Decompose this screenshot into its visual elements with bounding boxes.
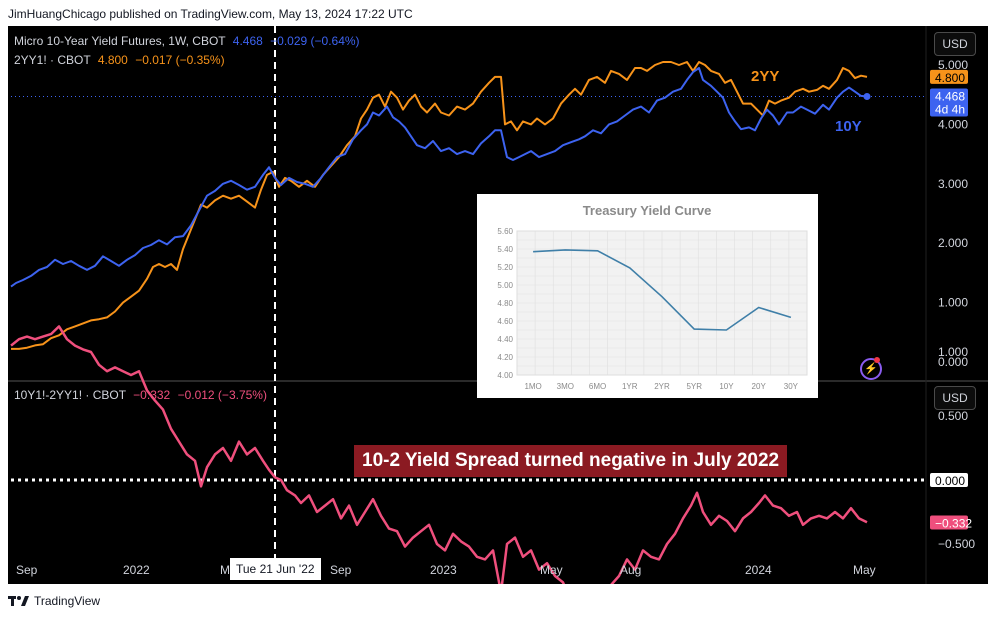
y-tick-label: −0.500 bbox=[938, 537, 975, 551]
inset-x-tick: 1YR bbox=[622, 382, 638, 391]
footer[interactable]: TradingView bbox=[8, 594, 100, 608]
inset-y-tick: 5.00 bbox=[497, 281, 513, 290]
chart-frame[interactable]: 2YY 10Y 5.000 4.000 3.000 2.000 1.000 0.000 1.0… bbox=[8, 26, 988, 584]
inset-y-tick: 4.60 bbox=[497, 317, 513, 326]
legend-spread-change: −0.012 (−3.75%) bbox=[177, 388, 267, 402]
spread-price-label-bg bbox=[930, 515, 968, 530]
inset-chart: Treasury Yield Curve 5.60 5.40 5.20 5.00 4.80… bbox=[497, 203, 808, 391]
currency-button-spread[interactable]: USD bbox=[934, 386, 976, 410]
x-tick-label: M bbox=[220, 563, 230, 577]
x-tick-label: May bbox=[853, 563, 876, 577]
currency-button-main[interactable]: USD bbox=[934, 32, 976, 56]
x-tick-label: 2024 bbox=[745, 563, 772, 577]
inset-y-tick: 4.80 bbox=[497, 299, 513, 308]
legend-spread: 10Y1!-2YY1! · CBOT −0.332 −0.012 (−3.75%… bbox=[14, 388, 267, 402]
yield-curve-line bbox=[533, 249, 792, 331]
legend-main-value: 4.468 bbox=[232, 34, 263, 48]
inset-y-tick: 5.40 bbox=[497, 245, 513, 254]
inset-x-tick: 1MO bbox=[524, 382, 541, 391]
y-tick-label: 5.000 bbox=[938, 58, 968, 72]
lightning-icon[interactable]: ⚡ bbox=[860, 358, 882, 380]
legend-two-change: −0.017 (−0.35%) bbox=[135, 53, 225, 67]
inset-x-tick: 3MO bbox=[557, 382, 574, 391]
y-tick-label: 0.000 bbox=[938, 355, 968, 369]
x-tick-label: 2023 bbox=[430, 563, 457, 577]
ten-year-line[interactable] bbox=[10, 67, 868, 288]
inset-x-tick: 20Y bbox=[752, 382, 767, 391]
legend-two-year: 2YY1! · CBOT 4.800 −0.017 (−0.35%) bbox=[14, 53, 225, 67]
inset-y-tick: 5.20 bbox=[497, 263, 513, 272]
inset-x-tick: 5YR bbox=[686, 382, 702, 391]
inset-y-tick: 5.60 bbox=[497, 227, 513, 236]
publish-header: JimHuangChicago published on TradingView… bbox=[8, 7, 413, 21]
inset-y-tick: 4.00 bbox=[497, 371, 513, 380]
treasury-yield-curve-inset: Treasury Yield Curve 5.60 5.40 5.20 5.00 4.80… bbox=[477, 194, 818, 398]
x-tick-label: May bbox=[540, 563, 563, 577]
spread-price-label: −0.332 bbox=[935, 516, 972, 530]
inset-y-tick: 4.20 bbox=[497, 353, 513, 362]
two-year-price-label: 4.800 bbox=[935, 71, 965, 85]
y-tick-label: 3.000 bbox=[938, 177, 968, 191]
legend-main: Micro 10-Year Yield Futures, 1W, CBOT 4.… bbox=[14, 34, 360, 48]
legend-two-value: 4.800 bbox=[97, 53, 128, 67]
legend-spread-title: 10Y1!-2YY1! · CBOT bbox=[14, 388, 126, 402]
x-tick-label: Sep bbox=[16, 563, 38, 577]
legend-main-change: −0.029 (−0.64%) bbox=[270, 34, 360, 48]
y-tick-label: 2.000 bbox=[938, 236, 968, 250]
ten-year-price-label: 4.468 bbox=[935, 89, 965, 103]
inset-x-tick: 2YR bbox=[654, 382, 670, 391]
legend-spread-value: −0.332 bbox=[133, 388, 171, 402]
legend-main-title: Micro 10-Year Yield Futures, 1W, CBOT bbox=[14, 34, 226, 48]
ten-year-last-point bbox=[863, 92, 871, 100]
footer-brand: TradingView bbox=[34, 594, 101, 608]
y-tick-label: 1.000 bbox=[938, 296, 968, 310]
spread-line[interactable] bbox=[10, 325, 868, 584]
x-tick-label: 2022 bbox=[123, 563, 150, 577]
inset-x-tick: 10Y bbox=[719, 382, 734, 391]
spread-banner: 10-2 Yield Spread turned negative in Jul… bbox=[354, 445, 788, 477]
x-tick-label: Aug bbox=[620, 563, 641, 577]
annotation-2yy: 2YY bbox=[751, 68, 779, 85]
zero-price-label: 0.000 bbox=[935, 474, 965, 488]
ten-year-price-label-bg bbox=[930, 88, 968, 117]
annotation-10y: 10Y bbox=[835, 118, 862, 135]
zero-price-label-bg bbox=[930, 473, 968, 487]
tradingview-logo-icon bbox=[8, 596, 29, 606]
y-tick-label: 1.000 bbox=[938, 345, 968, 359]
y-tick-label: 4.000 bbox=[938, 117, 968, 131]
inset-x-tick: 6MO bbox=[589, 382, 606, 391]
x-tick-label: Sep bbox=[330, 563, 352, 577]
inset-y-tick: 4.40 bbox=[497, 335, 513, 344]
y-tick-label: 0.500 bbox=[938, 409, 968, 423]
crosshair-date-label: Tue 21 Jun '22 bbox=[230, 558, 321, 580]
notification-dot bbox=[874, 357, 880, 363]
two-year-price-label-bg bbox=[930, 69, 968, 84]
two-year-line[interactable] bbox=[11, 61, 868, 350]
ten-year-price-label: 4d 4h bbox=[935, 102, 965, 116]
inset-x-tick: 30Y bbox=[784, 382, 799, 391]
legend-two-title: 2YY1! · CBOT bbox=[14, 53, 91, 67]
inset-title: Treasury Yield Curve bbox=[583, 203, 712, 218]
